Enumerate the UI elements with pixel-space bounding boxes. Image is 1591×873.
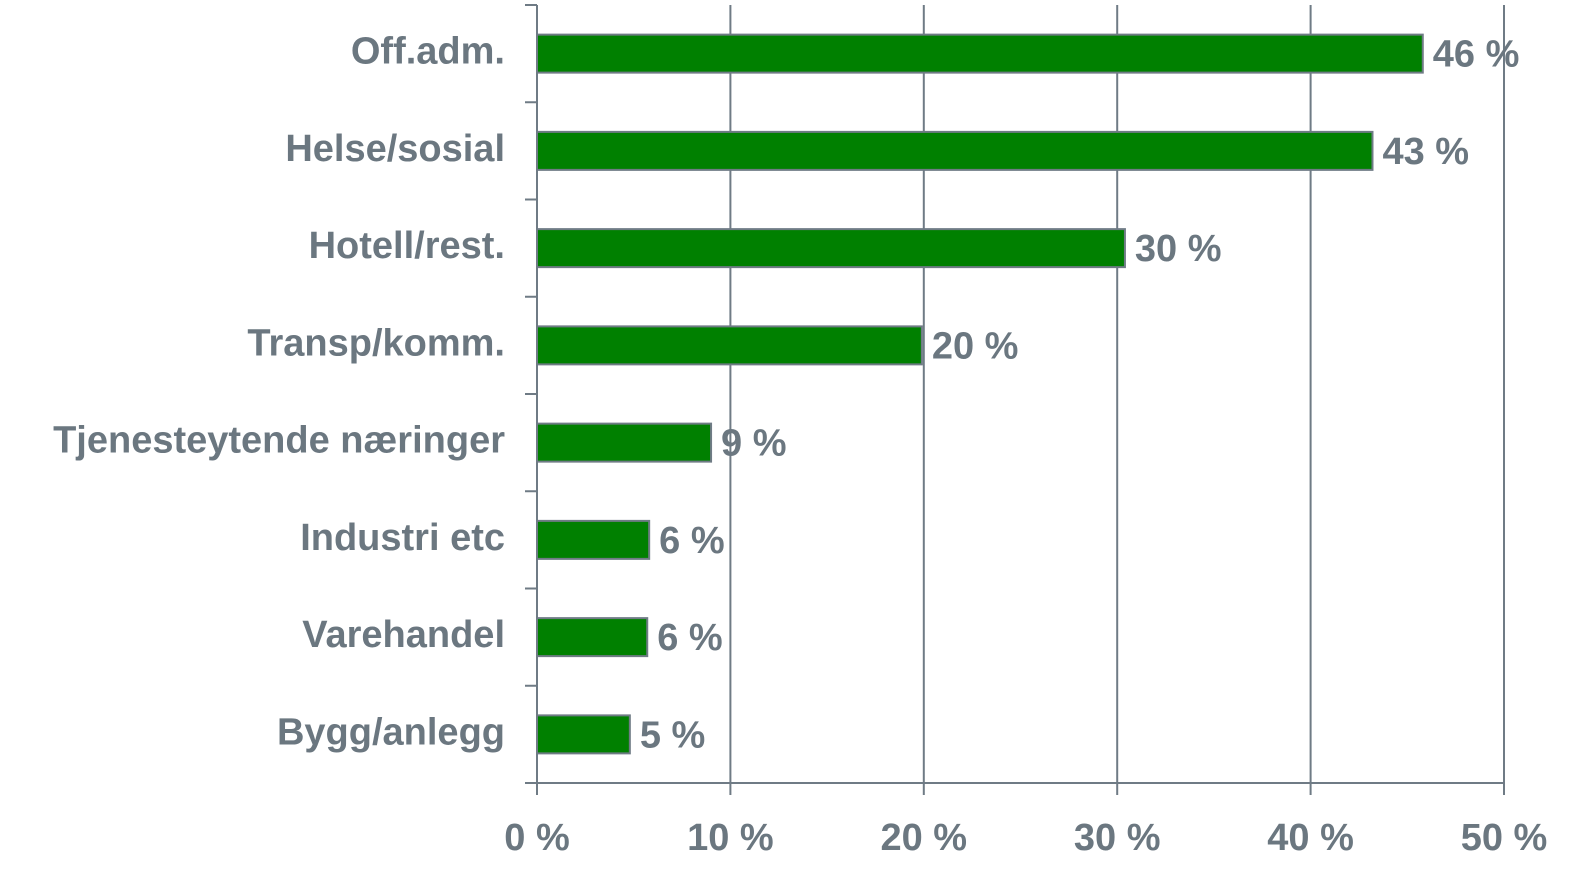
bar	[536, 519, 651, 560]
value-label: 5 %	[640, 714, 705, 756]
y-tick-label: Varehandel	[302, 614, 505, 656]
bar	[536, 228, 1126, 269]
value-label: 20 %	[932, 325, 1019, 367]
bar	[536, 33, 1424, 74]
y-tick-label: Transp/komm.	[247, 322, 505, 364]
value-label: 6 %	[659, 520, 724, 562]
y-tick-label: Tjenesteytende næringer	[53, 420, 505, 462]
bar	[536, 325, 923, 366]
value-label: 46 %	[1433, 34, 1520, 76]
y-tick-label: Hotell/rest.	[309, 225, 505, 267]
x-tick-label: 30 %	[1074, 817, 1161, 859]
x-tick-label: 50 %	[1461, 817, 1548, 859]
value-label: 6 %	[657, 617, 722, 659]
x-tick-label: 10 %	[687, 817, 774, 859]
x-tick-label: 40 %	[1267, 817, 1354, 859]
x-tick-label: 20 %	[880, 817, 967, 859]
y-tick-label: Helse/sosial	[285, 128, 505, 170]
value-label: 9 %	[721, 423, 786, 465]
value-label: 30 %	[1135, 228, 1222, 270]
bar	[536, 422, 713, 463]
bar	[536, 617, 649, 658]
y-tick-label: Industri etc	[300, 517, 505, 559]
value-label: 43 %	[1382, 131, 1469, 173]
bar	[536, 130, 1374, 171]
y-tick-label: Off.adm.	[351, 31, 505, 73]
y-tick-label: Bygg/anlegg	[277, 711, 505, 753]
bar	[536, 714, 631, 755]
x-tick-label: 0 %	[504, 817, 569, 859]
